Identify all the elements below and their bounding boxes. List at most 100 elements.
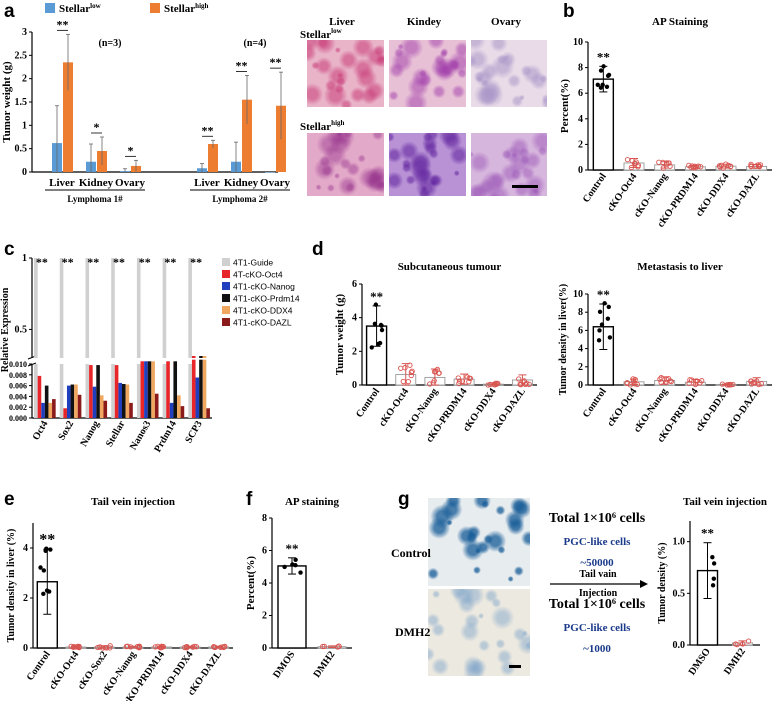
panel-letter-a: a (4, 1, 15, 22)
c-bar-top-mark (191, 356, 196, 358)
b-point (698, 164, 704, 170)
d1-point (521, 378, 527, 384)
c-sig: ** (36, 255, 48, 269)
f-ylabel: Percent(%) (245, 556, 257, 610)
f-point (334, 644, 341, 650)
f-ytick-label: 0 (262, 643, 267, 654)
c-sig: ** (113, 255, 125, 269)
c-sig: ** (164, 255, 176, 269)
g-row-dmh2: DMH2 (395, 625, 430, 639)
c-bar (173, 361, 178, 418)
b-ytick-label: 4 (578, 114, 583, 125)
e-point (160, 643, 166, 650)
panel-letter-e: e (4, 489, 15, 510)
d1-point (405, 379, 411, 385)
histology-tile-a (389, 133, 466, 196)
c-bar (66, 385, 71, 418)
d2-ylabel: Tumor density in liver(%) (558, 284, 569, 395)
c-xtick-label: Oct4 (31, 419, 51, 442)
d1-ytick-label: 0 (352, 380, 357, 391)
g-point (739, 641, 746, 647)
a-legend-high-main: Stellar (164, 3, 195, 15)
a-bar-low (265, 172, 275, 173)
d2-ytick-label: 10 (573, 289, 583, 300)
b-ytick-label: 6 (578, 88, 583, 99)
d1-point (456, 380, 462, 387)
d2-point (634, 381, 640, 387)
b-point (686, 162, 692, 169)
d2-point (632, 381, 638, 387)
a-xtick-label: Ovary (115, 177, 145, 189)
c-bar (92, 386, 97, 418)
e-point (73, 644, 79, 650)
d2-point (607, 335, 613, 340)
e-xtick-label: Control (25, 649, 53, 683)
c-legend-swatch (222, 306, 230, 314)
c-xtick-label: SCP3 (183, 419, 204, 445)
e-sig: ** (39, 531, 55, 548)
g-pgc-2: PGC-like cells (564, 622, 632, 634)
b-ytick-label: 10 (573, 37, 583, 48)
a-xtick-label: Kidney (224, 177, 259, 189)
b-point (716, 163, 723, 169)
panel-letter-c: c (4, 239, 15, 260)
c-bar (191, 359, 196, 418)
c-bar-upper (34, 258, 38, 358)
g-total-2: Total 1×10⁶ cells (549, 597, 646, 612)
c-bar-lower (85, 364, 90, 418)
d1-point (485, 382, 491, 388)
d1-ytick-label: 4 (352, 313, 357, 324)
b-point (725, 162, 732, 169)
c-ytick-label: 0.006 (9, 382, 27, 391)
f-point (321, 643, 327, 649)
c-bar-upper (85, 258, 90, 358)
a-xtick-label: Liver (49, 177, 75, 189)
c-legend-label: 4T1-cKO-DAZL (233, 318, 292, 328)
b-xtick-label: cKO-Oct4 (605, 171, 639, 213)
b-point (667, 163, 673, 169)
f-point (293, 557, 298, 562)
hist-col-ovary: Ovary (491, 16, 521, 28)
c-bar-upper (188, 258, 192, 358)
g-point (711, 576, 717, 581)
e-point (41, 591, 46, 597)
g-point (711, 561, 717, 566)
chart-g: Tail vein injection 0.0 0.5 1.0 Tumor densit… (657, 496, 767, 677)
f-xtick-label: DMOS (271, 649, 297, 680)
c-bar-top-mark (202, 356, 207, 358)
g-sig: ** (701, 526, 714, 541)
c-bar (52, 399, 56, 418)
d1-point (376, 341, 381, 347)
c-bar (199, 359, 203, 418)
a-group-label: Lymphoma 2# (212, 194, 268, 204)
hist-col-liver: Liver (329, 16, 355, 28)
b-point (635, 164, 641, 170)
c-ytick-label: 0.004 (9, 392, 27, 401)
c-bar (177, 395, 181, 418)
a-legend-high-swatch (150, 3, 160, 13)
g-ytick-label: 0.0 (673, 640, 686, 651)
c-xtick-label: Nanog (78, 419, 101, 449)
c-sig: ** (87, 255, 99, 269)
d2-ytick-label: 0 (578, 380, 583, 391)
d1-point (455, 375, 461, 381)
g-xtick-label: DMSO (687, 646, 713, 677)
d1-point (409, 368, 415, 374)
histology-tile-g-control (428, 498, 530, 586)
g-ytick-label: 0.5 (673, 588, 686, 599)
a-legend-low: Stellarlow (59, 2, 102, 15)
e-point (136, 643, 143, 649)
c-legend-label: 4T1-cKO-Nanog (233, 282, 295, 292)
c-xtick-label: Nanos3 (128, 419, 153, 452)
g-ylabel: Tumor density (%) (657, 542, 668, 623)
e-ylabel: Tumor density in liver (%) (6, 529, 17, 643)
g-point (710, 555, 715, 560)
c-bar-lower (111, 364, 115, 418)
panel-letter-f: f (246, 489, 253, 510)
c-sig: ** (62, 255, 74, 269)
b-point (660, 165, 667, 171)
b-point (720, 165, 726, 171)
f-ytick-label: 2 (262, 611, 267, 622)
a-sig: ** (270, 55, 282, 69)
